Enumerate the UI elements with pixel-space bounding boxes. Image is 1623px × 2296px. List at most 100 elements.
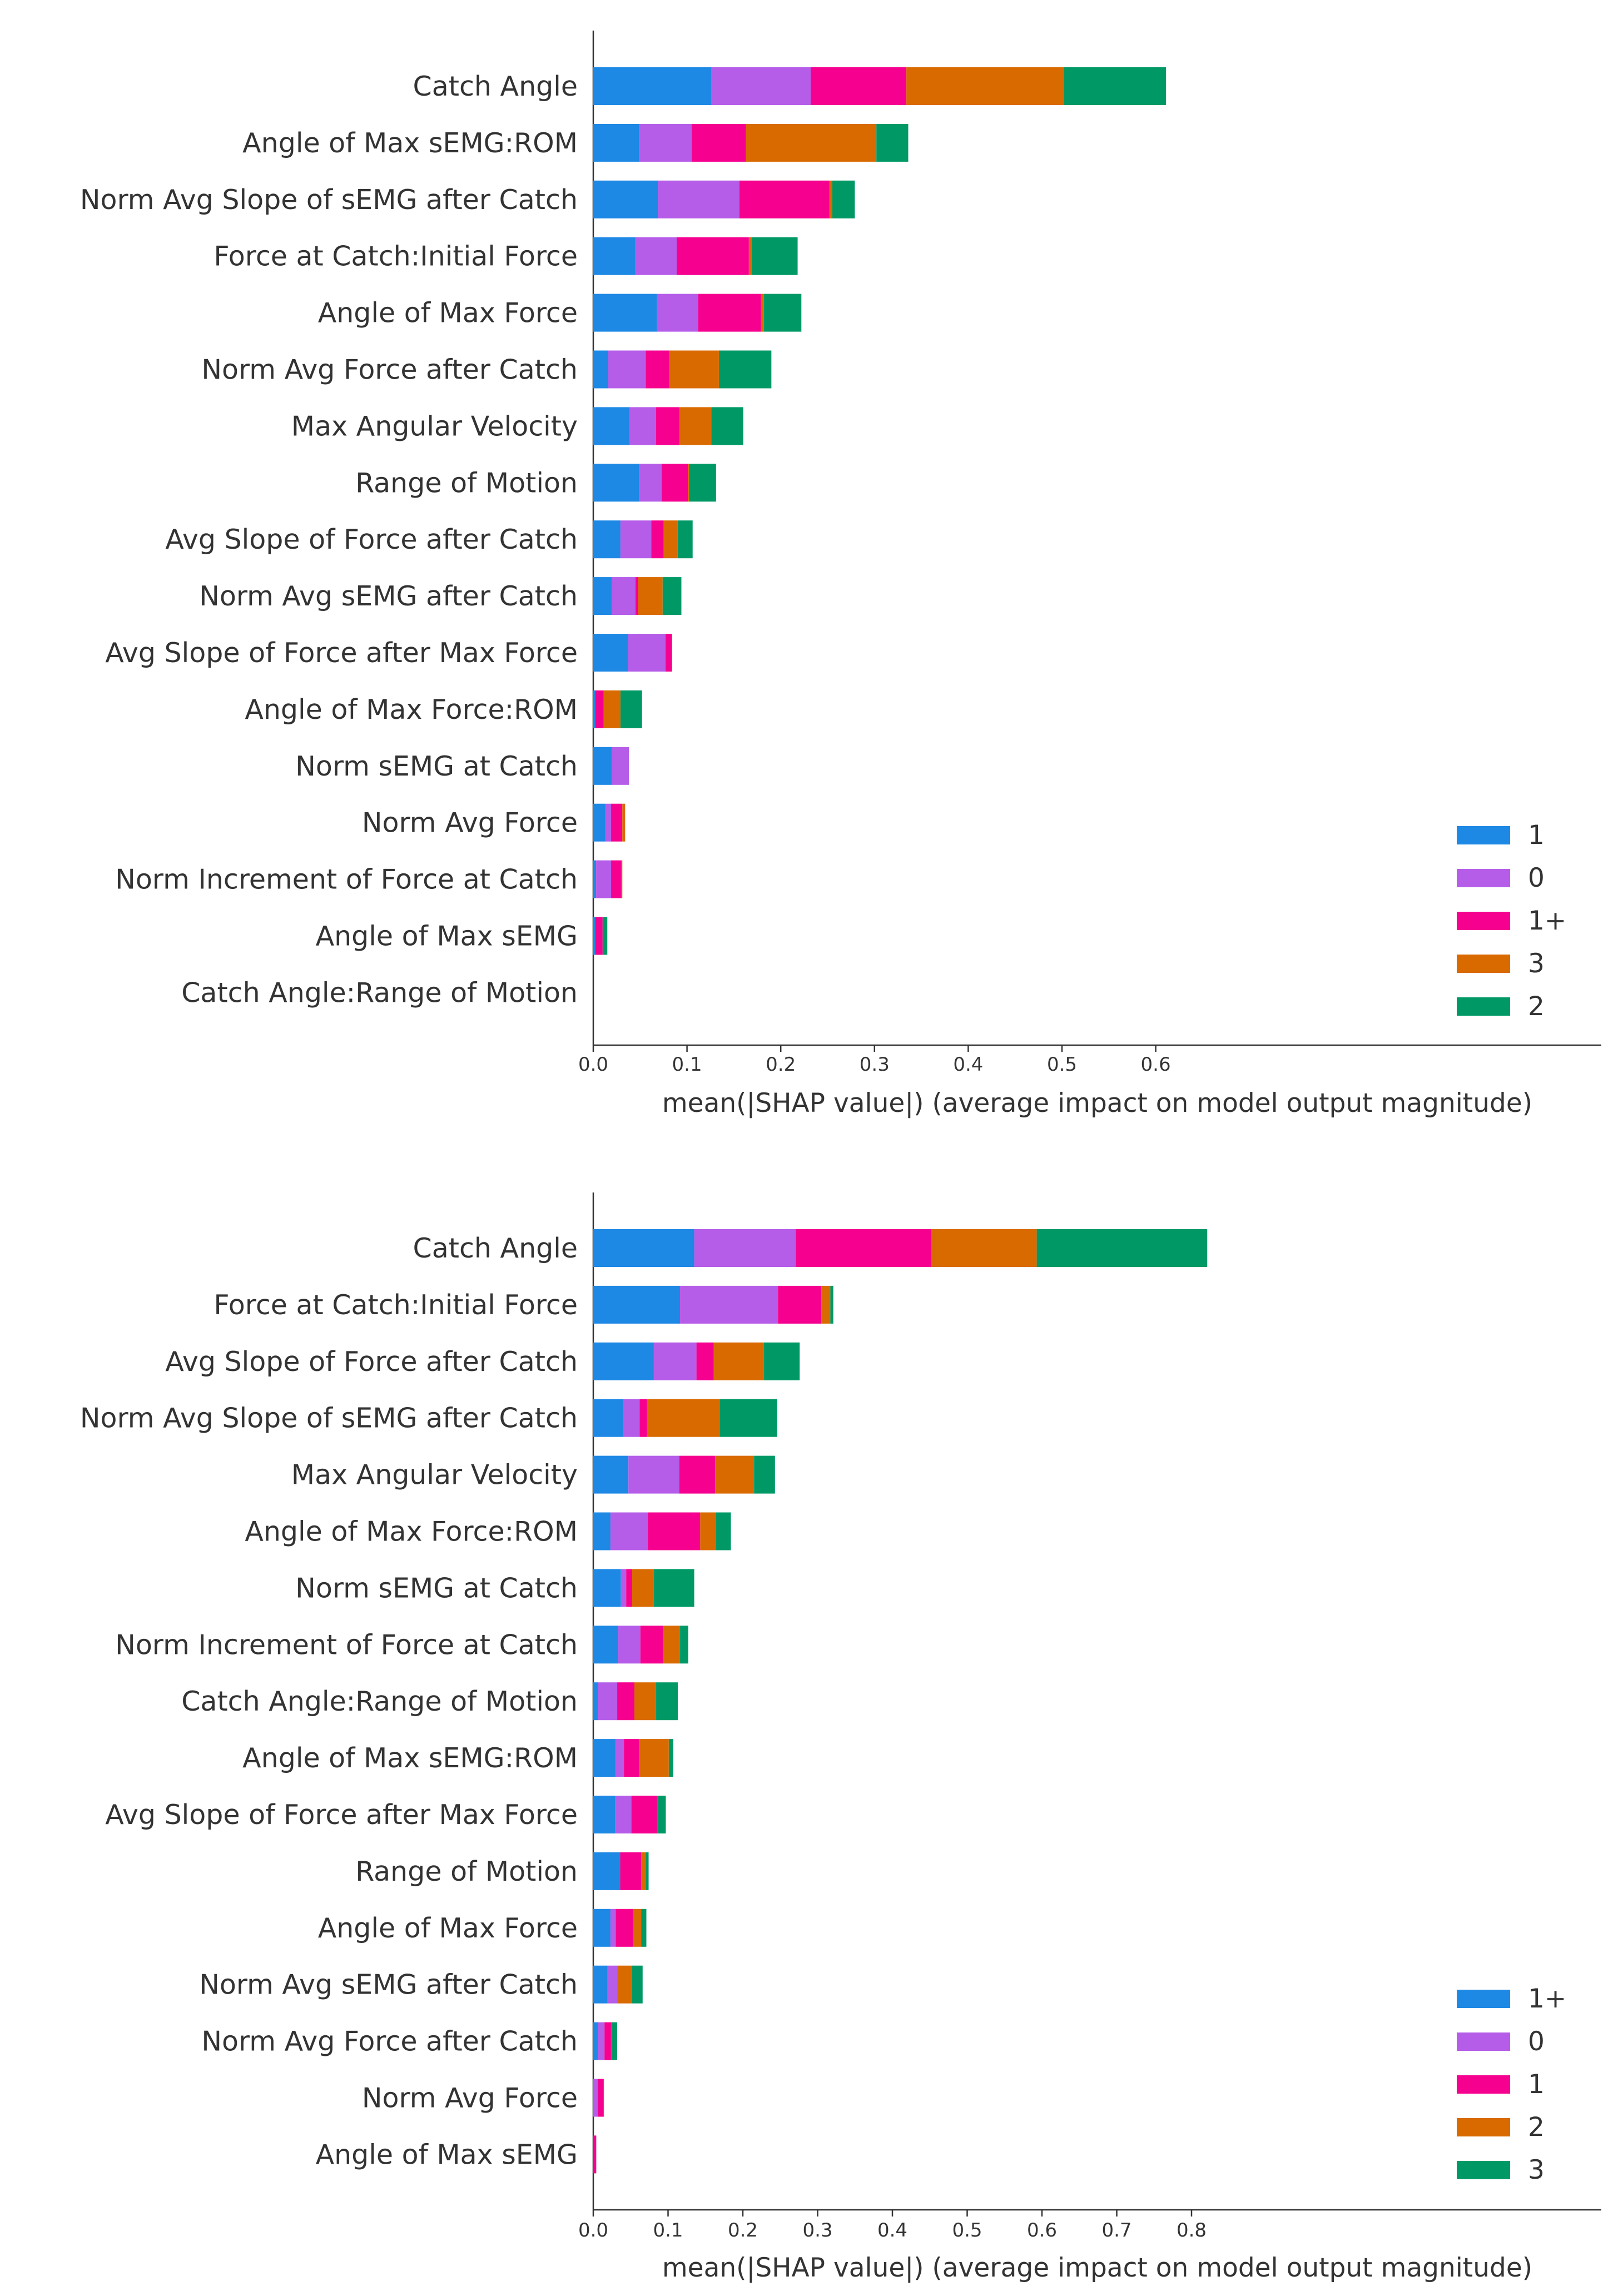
bar-segment xyxy=(906,67,1064,105)
bar-segment xyxy=(632,1965,643,2004)
category-label: Avg Slope of Force after Max Force xyxy=(105,637,578,669)
bar-segment xyxy=(748,237,752,275)
category-label: Avg Slope of Force after Catch xyxy=(165,1346,578,1378)
bar-segment xyxy=(1036,1229,1208,1267)
bar-segment xyxy=(593,520,621,559)
bar-segment xyxy=(698,294,761,332)
bar-segment xyxy=(628,634,666,672)
bar-segment xyxy=(663,520,678,559)
bar-segment xyxy=(628,1455,679,1494)
bar-segment xyxy=(593,1796,616,1833)
bar-segment xyxy=(739,180,830,218)
legend-swatch xyxy=(1457,826,1510,844)
bar-segment xyxy=(746,123,877,162)
category-label: Angle of Max Force:ROM xyxy=(245,1516,578,1548)
bar-segment xyxy=(688,464,716,502)
bar-segment xyxy=(653,1569,694,1607)
bar-segment xyxy=(876,123,909,162)
bar-segment xyxy=(593,1285,681,1324)
shap-bar-chart-bottom: 0.0 0.1 0.2 0.3 0.4 0.5 0.6 0.7 0.8 mean(|SHAP va… xyxy=(80,1192,1601,2283)
bar-segment xyxy=(593,464,639,502)
bar-segment xyxy=(754,1455,775,1494)
bar-segment xyxy=(617,1965,632,2004)
bar-segment xyxy=(829,180,832,218)
bar-segment xyxy=(646,350,669,389)
bar-segment xyxy=(593,577,612,615)
bar-segment xyxy=(612,747,629,785)
category-label: Norm Avg sEMG after Catch xyxy=(199,580,578,612)
bar-segment xyxy=(639,123,692,162)
bar-segment xyxy=(611,2022,618,2060)
legend-label: 1+ xyxy=(1528,1984,1566,2014)
bar-segment xyxy=(832,180,855,218)
bar-segment xyxy=(632,1569,654,1607)
bar-segment xyxy=(713,1342,764,1380)
bar-segment xyxy=(593,1909,611,1947)
bar-segment xyxy=(593,803,605,842)
x-tick-label: 0.6 xyxy=(1141,1053,1171,1076)
bar-segment xyxy=(605,803,612,842)
category-label: Norm Avg Force xyxy=(362,807,578,839)
bar-segment xyxy=(595,690,604,728)
bar-segment xyxy=(796,1229,931,1267)
bar-segment xyxy=(593,1965,608,2004)
bar-segment xyxy=(677,237,749,275)
bar-segment xyxy=(593,1682,598,1721)
bar-segment xyxy=(680,1626,688,1664)
bar-segment xyxy=(669,350,719,389)
bar-segment xyxy=(607,1965,618,2004)
bar-segment xyxy=(593,1399,623,1437)
bar-segment xyxy=(651,520,664,559)
bar-segment xyxy=(604,2022,612,2060)
bar-segment xyxy=(622,803,626,842)
bar-segment xyxy=(656,1682,678,1721)
category-label: Catch Angle xyxy=(413,71,578,102)
category-label: Norm Increment of Force at Catch xyxy=(115,1629,578,1661)
category-label: Norm Avg Slope of sEMG after Catch xyxy=(80,184,578,216)
bar-segment xyxy=(635,237,677,275)
bar-segment xyxy=(711,407,743,445)
bar-segment xyxy=(665,634,672,672)
bar-segment xyxy=(662,464,688,502)
x-tick-label: 0.4 xyxy=(877,2219,907,2242)
legend-label: 0 xyxy=(1528,863,1545,893)
category-label: Angle of Max Force xyxy=(318,1912,578,1944)
bar-segment xyxy=(653,1342,697,1380)
legend-label: 3 xyxy=(1528,948,1545,979)
bar-segment xyxy=(617,1682,634,1721)
bar-segment xyxy=(612,577,636,615)
bar-segment xyxy=(656,407,680,445)
legend-swatch xyxy=(1457,1990,1510,2008)
category-label: Catch Angle xyxy=(413,1233,578,1264)
shap-bar-chart-top: 0.0 0.1 0.2 0.3 0.4 0.5 0.6 mean(|SHAP value|) … xyxy=(80,31,1601,1119)
bar-segment xyxy=(633,1909,642,1947)
category-label: Angle of Max Force:ROM xyxy=(245,694,578,725)
bar-segment xyxy=(593,407,630,445)
bar-segment xyxy=(680,1285,778,1324)
bar-segment xyxy=(696,1342,714,1380)
x-tick-label: 0.1 xyxy=(672,1053,702,1076)
category-label: Force at Catch:Initial Force xyxy=(214,241,578,272)
bar-segment xyxy=(639,1399,647,1437)
bar-segment xyxy=(657,1796,666,1833)
bar-segment xyxy=(700,1512,716,1550)
bar-segment xyxy=(593,67,712,105)
legend-label: 1+ xyxy=(1528,906,1566,936)
bar-segment xyxy=(593,917,595,955)
bar-segment xyxy=(763,294,802,332)
bar-segment xyxy=(593,180,658,218)
bar-segment xyxy=(593,1739,616,1777)
bar-segment xyxy=(610,1909,616,1947)
bar-segment xyxy=(639,1739,669,1777)
legend-swatch xyxy=(1457,2075,1510,2094)
x-tick-label: 0.0 xyxy=(578,2219,608,2242)
bar-segment xyxy=(679,1455,716,1494)
legend-swatch xyxy=(1457,912,1510,930)
bar-segment xyxy=(610,1512,648,1550)
bar-segment xyxy=(811,67,907,105)
bar-segment xyxy=(608,350,646,389)
category-label: Norm Avg Slope of sEMG after Catch xyxy=(80,1403,578,1434)
x-tick-label: 0.3 xyxy=(860,1053,890,1076)
bar-segment xyxy=(598,2022,605,2060)
bar-segment xyxy=(593,350,608,389)
